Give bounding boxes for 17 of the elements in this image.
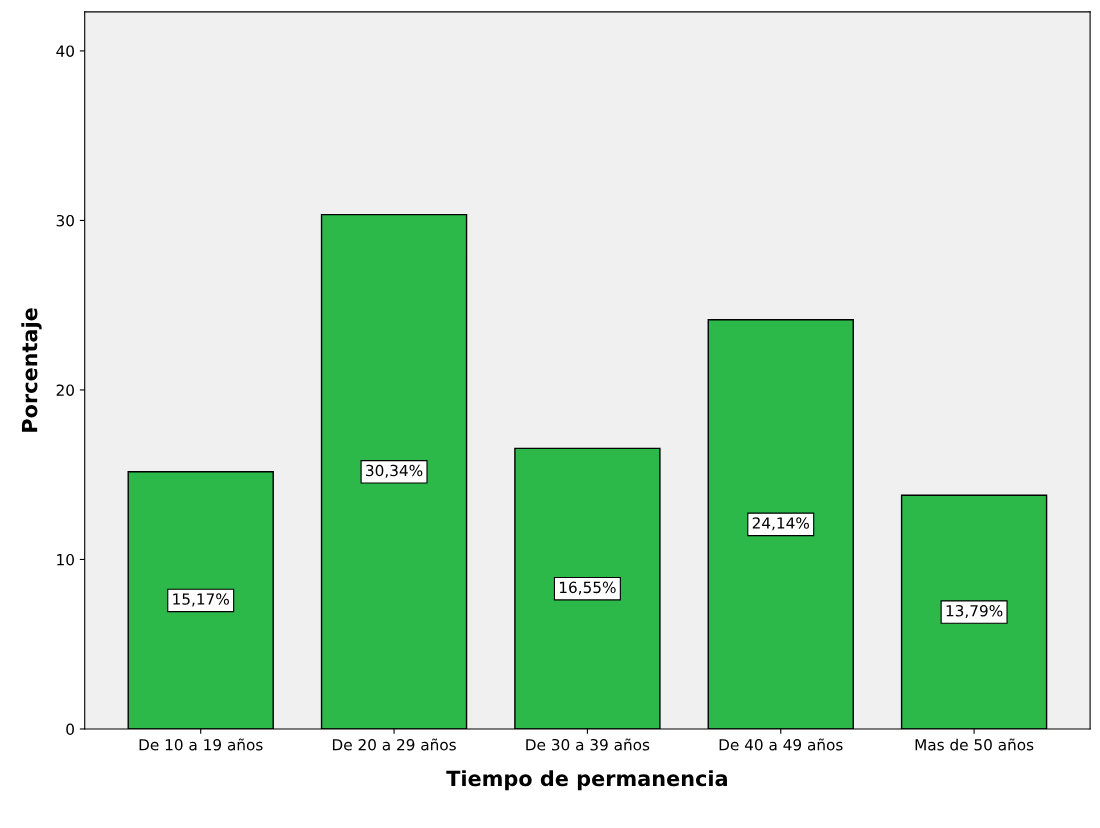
x-tick-label: De 40 a 49 años — [719, 738, 843, 751]
data-label: 13,79% — [946, 604, 1003, 619]
y-tick-label: 0 — [66, 723, 74, 735]
y-tick-label: 30 — [56, 214, 74, 227]
data-label: 30,34% — [366, 464, 423, 478]
x-tick-label: De 20 a 29 años — [332, 738, 456, 751]
data-label: 24,14% — [752, 517, 810, 531]
y-tick-label: 40 — [56, 45, 74, 57]
x-tick-label: De 30 a 39 años — [526, 738, 650, 751]
data-label: 16,55% — [559, 581, 616, 595]
y-axis-title: Porcentaje — [21, 308, 42, 432]
x-tick-label: Mas de 50 años — [915, 738, 1034, 751]
x-tick-label: De 10 a 19 años — [139, 738, 263, 751]
data-label: 15,17% — [173, 593, 229, 607]
y-tick-label: 20 — [56, 384, 74, 396]
x-axis-title: Tiempo de permanencia — [446, 770, 727, 791]
y-tick-label: 10 — [57, 553, 74, 566]
